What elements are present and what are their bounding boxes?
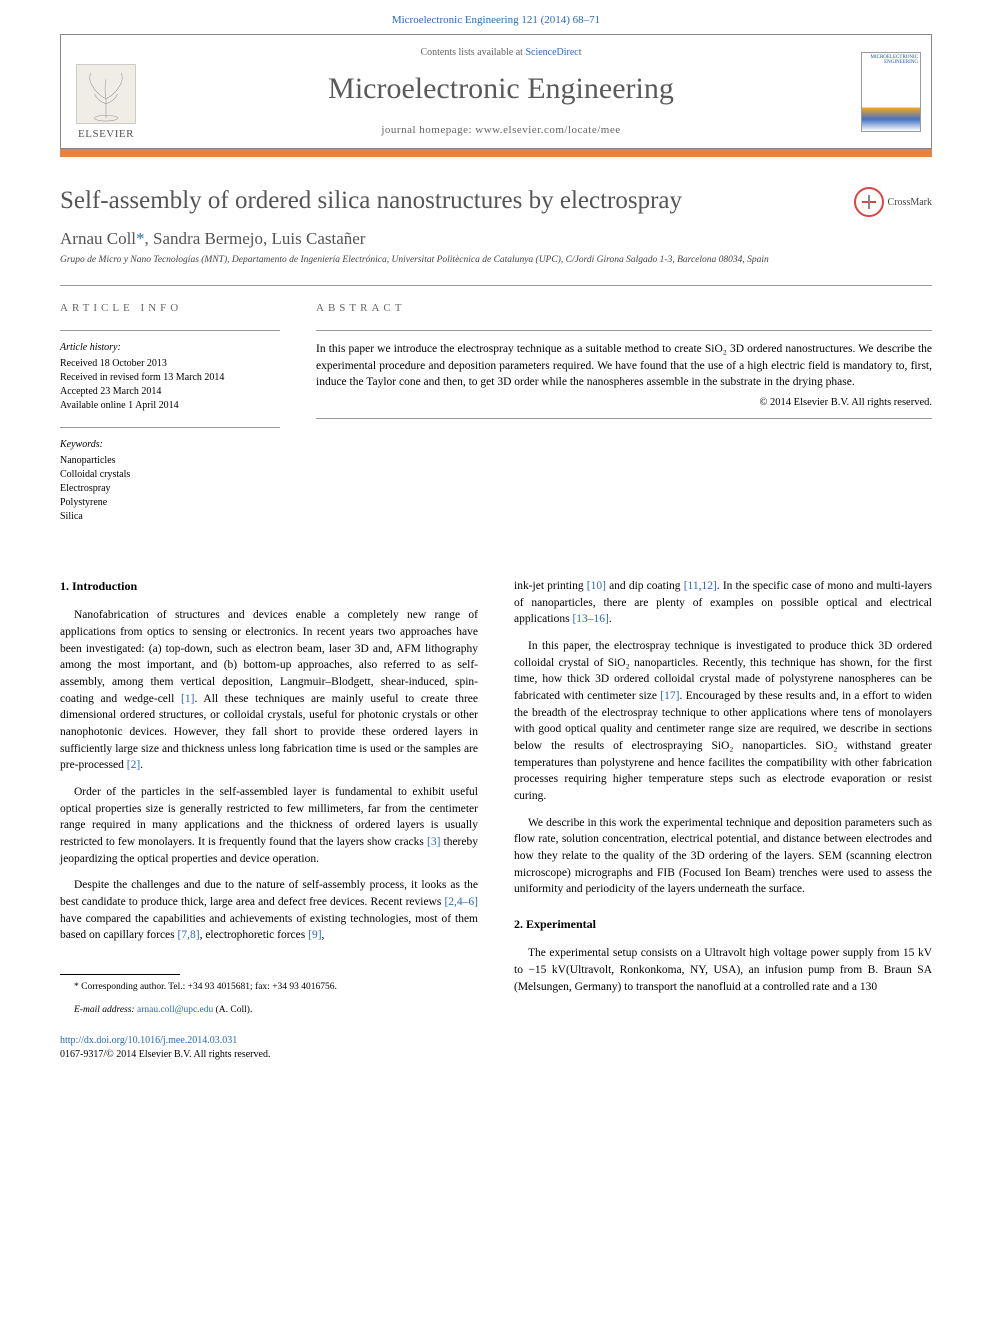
ref-link[interactable]: [17]: [660, 690, 679, 702]
cover-text: MICROELECTRONIC ENGINEERING: [862, 53, 920, 67]
text: ,: [322, 929, 325, 941]
abstract-text: In this paper we introduce the electrosp…: [316, 341, 932, 391]
journal-homepage: journal homepage: www.elsevier.com/locat…: [151, 124, 851, 136]
email-link[interactable]: arnau.coll@upc.edu: [137, 1005, 213, 1015]
title-row: Self-assembly of ordered silica nanostru…: [60, 187, 932, 217]
date-accepted: Accepted 23 March 2014: [60, 385, 280, 399]
abstract-heading: ABSTRACT: [316, 302, 932, 314]
author-primary: Arnau Coll: [60, 229, 136, 248]
para-2: Order of the particles in the self-assem…: [60, 784, 478, 867]
history-block: Article history: Received 18 October 201…: [60, 341, 280, 413]
crossmark-badge[interactable]: CrossMark: [854, 187, 932, 217]
para-4: ink-jet printing [10] and dip coating [1…: [514, 578, 932, 628]
corresponding-footnote: * Corresponding author. Tel.: +34 93 401…: [60, 981, 478, 994]
keywords-block: Keywords: Nanoparticles Colloidal crysta…: [60, 438, 280, 524]
orange-divider-bar: [60, 149, 932, 157]
header-center: Contents lists available at ScienceDirec…: [151, 35, 851, 148]
crossmark-icon: [854, 187, 884, 217]
keyword: Nanoparticles: [60, 454, 280, 468]
contents-available-line: Contents lists available at ScienceDirec…: [151, 47, 851, 58]
text: .: [609, 613, 612, 625]
abstract-col: ABSTRACT In this paper we introduce the …: [316, 302, 932, 538]
publisher-block: ELSEVIER: [61, 35, 151, 148]
body-right-column: ink-jet printing [10] and dip coating [1…: [514, 578, 932, 1063]
journal-cover-block: MICROELECTRONIC ENGINEERING: [851, 35, 931, 148]
info-divider-1: [60, 330, 280, 331]
email-label: E-mail address:: [74, 1005, 137, 1015]
keyword: Colloidal crystals: [60, 468, 280, 482]
text: Order of the particles in the self-assem…: [60, 786, 478, 848]
article-content: Self-assembly of ordered silica nanostru…: [0, 157, 992, 1063]
homepage-label: journal homepage:: [381, 124, 475, 136]
ref-link[interactable]: [7,8]: [178, 929, 200, 941]
section-1-heading: 1. Introduction: [60, 578, 478, 595]
para-5: In this paper, the electrospray techniqu…: [514, 638, 932, 805]
authors-rest: , Sandra Bermejo, Luis Castañer: [145, 229, 366, 248]
abstract-copyright: © 2014 Elsevier B.V. All rights reserved…: [316, 397, 932, 408]
corresponding-author-link[interactable]: *: [136, 229, 145, 248]
issn-copyright: 0167-9317/© 2014 Elsevier B.V. All right…: [60, 1048, 478, 1063]
doi-block: http://dx.doi.org/10.1016/j.mee.2014.03.…: [60, 1034, 478, 1063]
para-7: The experimental setup consists on a Ult…: [514, 945, 932, 995]
para-6: We describe in this work the experimenta…: [514, 815, 932, 898]
info-abstract-row: ARTICLE INFO Article history: Received 1…: [60, 302, 932, 538]
citation-link[interactable]: Microelectronic Engineering 121 (2014) 6…: [392, 14, 600, 26]
text: Nanofabrication of structures and device…: [60, 609, 478, 704]
journal-cover-icon: MICROELECTRONIC ENGINEERING: [861, 52, 921, 132]
publisher-name: ELSEVIER: [78, 128, 134, 140]
date-online: Available online 1 April 2014: [60, 399, 280, 413]
citation-header: Microelectronic Engineering 121 (2014) 6…: [0, 0, 992, 34]
ref-link[interactable]: [9]: [308, 929, 321, 941]
article-info-col: ARTICLE INFO Article history: Received 1…: [60, 302, 280, 538]
ref-link[interactable]: [3]: [427, 836, 440, 848]
text: ink-jet printing: [514, 580, 587, 592]
para-3: Despite the challenges and due to the na…: [60, 877, 478, 944]
journal-header-box: ELSEVIER Contents lists available at Sci…: [60, 34, 932, 149]
para-1: Nanofabrication of structures and device…: [60, 607, 478, 774]
ref-link[interactable]: [1]: [181, 693, 194, 705]
doi-link[interactable]: http://dx.doi.org/10.1016/j.mee.2014.03.…: [60, 1035, 237, 1046]
keyword: Electrospray: [60, 482, 280, 496]
date-revised: Received in revised form 13 March 2014: [60, 371, 280, 385]
elsevier-tree-icon: [76, 64, 136, 124]
ref-link[interactable]: [10]: [587, 580, 606, 592]
abstract-divider: [316, 330, 932, 331]
ref-link[interactable]: [13–16]: [572, 613, 608, 625]
article-title: Self-assembly of ordered silica nanostru…: [60, 187, 854, 215]
email-footnote: E-mail address: arnau.coll@upc.edu (A. C…: [60, 1004, 478, 1017]
divider-top: [60, 285, 932, 286]
abstract-divider-bottom: [316, 418, 932, 419]
ref-link[interactable]: [2,4–6]: [444, 896, 478, 908]
date-received: Received 18 October 2013: [60, 357, 280, 371]
keyword: Polystyrene: [60, 496, 280, 510]
text: and dip coating: [606, 580, 684, 592]
crossmark-label: CrossMark: [888, 197, 932, 208]
ref-link[interactable]: [11,12]: [684, 580, 717, 592]
contents-pre: Contents lists available at: [420, 47, 525, 58]
text: , electrophoretic forces: [200, 929, 309, 941]
homepage-link[interactable]: www.elsevier.com/locate/mee: [475, 124, 620, 136]
text: .: [140, 759, 143, 771]
article-info-heading: ARTICLE INFO: [60, 302, 280, 314]
text: Despite the challenges and due to the na…: [60, 879, 478, 908]
keywords-heading: Keywords:: [60, 438, 280, 452]
body-left-column: 1. Introduction Nanofabrication of struc…: [60, 578, 478, 1063]
body-two-column: 1. Introduction Nanofabrication of struc…: [60, 578, 932, 1063]
sciencedirect-link[interactable]: ScienceDirect: [525, 47, 581, 58]
authors-line: Arnau Coll*, Sandra Bermejo, Luis Castañ…: [60, 229, 932, 249]
footnote-separator: [60, 974, 180, 975]
email-suffix: (A. Coll).: [213, 1005, 252, 1015]
ref-link[interactable]: [2]: [127, 759, 140, 771]
history-heading: Article history:: [60, 341, 280, 355]
section-2-heading: 2. Experimental: [514, 916, 932, 933]
info-divider-2: [60, 427, 280, 428]
keyword: Silica: [60, 510, 280, 524]
text: . Encouraged by these results and, in a …: [514, 690, 932, 802]
affiliation: Grupo de Micro y Nano Tecnologías (MNT),…: [60, 255, 932, 265]
journal-name: Microelectronic Engineering: [151, 72, 851, 106]
